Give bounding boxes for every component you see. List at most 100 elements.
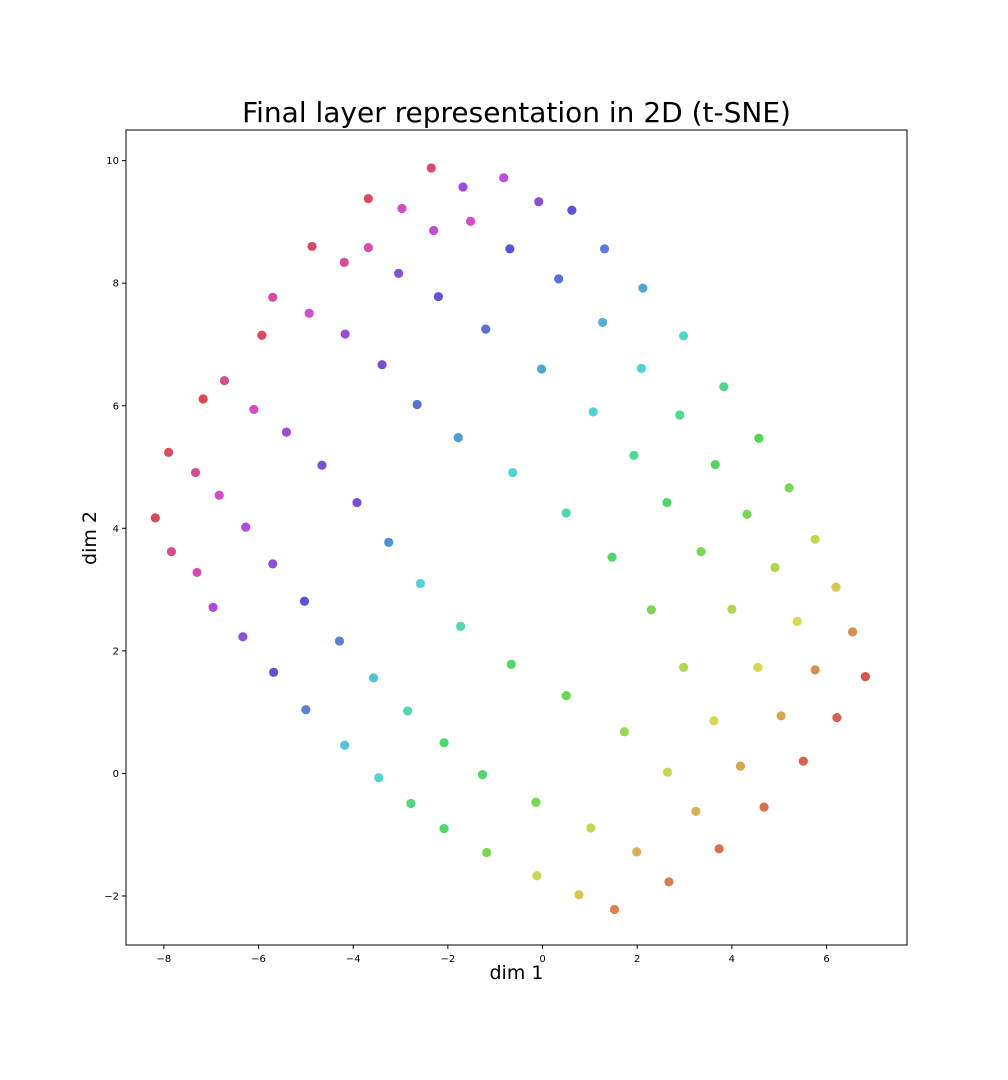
scatter-point [477, 770, 488, 780]
scatter-point [307, 241, 317, 252]
scatter-point [561, 508, 571, 518]
scatter-point [860, 672, 870, 682]
x-tick-label: −2 [440, 954, 455, 965]
scatter-point [456, 621, 466, 631]
scatter-point [482, 847, 492, 858]
scatter-point [784, 483, 794, 493]
scatter-point [257, 330, 267, 340]
scatter-point [429, 225, 439, 236]
x-tick-label: −4 [346, 954, 361, 965]
scatter-point [412, 399, 422, 410]
scatter-point [599, 244, 610, 254]
scatter-point [352, 497, 362, 508]
scatter-point [691, 806, 701, 817]
scatter-point [798, 756, 808, 766]
x-axis-label: dim 1 [489, 962, 544, 984]
scatter-point [531, 797, 541, 807]
scatter-point [719, 382, 729, 392]
scatter-point [753, 662, 763, 673]
scatter-point [607, 552, 617, 562]
scatter-point [506, 659, 516, 669]
scatter-point [629, 450, 639, 460]
scatter-point [609, 904, 620, 915]
scatter-point [662, 497, 672, 508]
scatter-point [561, 690, 571, 701]
scatter-point [735, 761, 745, 771]
scatter-point [219, 376, 230, 386]
scatter-point [249, 404, 259, 415]
scatter-point [339, 257, 349, 267]
y-tick-label: −2 [104, 891, 119, 902]
scatter-point [433, 292, 443, 302]
scatter-point [554, 274, 564, 284]
scatter-point [439, 823, 449, 834]
scatter-point [709, 716, 719, 726]
scatter-point [678, 662, 689, 673]
scatter-point [458, 182, 468, 192]
scatter-point [742, 509, 752, 519]
scatter-point [696, 546, 706, 557]
scatter-point [536, 364, 547, 374]
scatter-point [268, 559, 278, 569]
plot-frame [125, 129, 908, 946]
scatter-point [664, 877, 674, 887]
scatter-point [678, 331, 689, 341]
y-tick-label: 2 [113, 646, 119, 657]
scatter-point [632, 847, 642, 857]
scatter-point [619, 727, 630, 737]
scatter-point [340, 740, 350, 750]
scatter-point [776, 711, 786, 721]
scatter-point [415, 578, 426, 589]
scatter-point [190, 467, 201, 478]
y-tick-label: 8 [113, 279, 119, 290]
scatter-point [439, 738, 449, 748]
scatter-point [301, 705, 311, 715]
scatter-point [586, 823, 596, 833]
x-tick-label: 6 [823, 954, 829, 965]
scatter-point [792, 616, 802, 627]
scatter-point [453, 433, 463, 443]
scatter-point [710, 459, 720, 470]
scatter-point [662, 767, 673, 777]
scatter-point [377, 360, 387, 370]
scatter-point [505, 244, 515, 254]
scatter-point [770, 562, 780, 573]
scatter-point [588, 407, 598, 417]
scatter-point [598, 317, 608, 328]
data-points [150, 163, 870, 915]
scatter-point [810, 534, 820, 544]
scatter-point [374, 773, 384, 783]
scatter-point [214, 490, 224, 500]
scatter-point [759, 802, 769, 812]
scatter-point [508, 467, 518, 478]
axis-ticks: −8 −6 −4 −2 0 2 4 6 −2 0 2 4 6 8 10 [104, 156, 829, 965]
y-tick-label: 10 [106, 156, 119, 167]
chart-title: Final layer representation in 2D (t-SNE) [242, 96, 791, 129]
scatter-point [334, 636, 345, 646]
scatter-point [281, 427, 292, 437]
y-tick-label: 6 [113, 401, 119, 412]
scatter-point [238, 632, 248, 642]
y-axis-label: dim 2 [79, 511, 101, 565]
x-tick-label: 0 [539, 954, 545, 965]
x-tick-label: −8 [156, 954, 171, 965]
scatter-point [574, 890, 584, 900]
scatter-point [532, 871, 542, 881]
x-tick-label: −6 [251, 954, 266, 965]
scatter-point [754, 433, 764, 443]
scatter-point [646, 605, 657, 615]
scatter-point [636, 363, 647, 373]
y-tick-label: 0 [113, 769, 119, 780]
x-tick-label: 4 [729, 954, 735, 965]
scatter-point [363, 194, 373, 204]
scatter-point [241, 522, 251, 532]
scatter-point [384, 537, 394, 548]
scatter-point [567, 205, 577, 215]
scatter-point [397, 203, 407, 214]
scatter-point [810, 665, 820, 675]
scatter-point [714, 844, 724, 854]
scatter-point [198, 394, 208, 404]
scatter-point [164, 447, 174, 457]
scatter-point [499, 173, 509, 183]
scatter-point [208, 602, 218, 612]
